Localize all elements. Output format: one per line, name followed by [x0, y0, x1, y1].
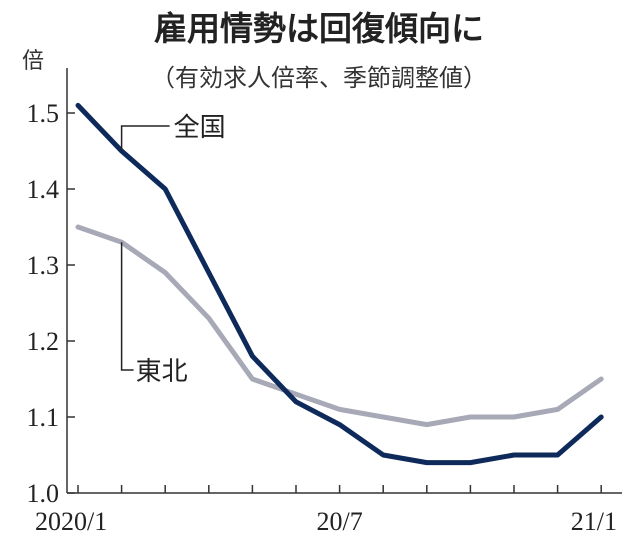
y-tick-label: 1.0: [27, 479, 60, 508]
x-tick-label: 21/1: [571, 507, 617, 536]
y-tick-label: 1.1: [27, 403, 60, 432]
y-axis-unit: 倍: [22, 49, 44, 74]
x-tick-label: 20/7: [316, 507, 362, 536]
y-tick-label: 1.4: [27, 175, 60, 204]
series-label-national: 全国: [174, 113, 226, 143]
series-label-tohoku: 東北: [136, 357, 188, 387]
series-lines: [75, 102, 604, 466]
y-ticks: 1.0 1.1 1.2 1.3 1.4 1.5: [27, 99, 75, 508]
chart-subtitle: （有効求人倍率、季節調整値）: [151, 64, 487, 92]
y-tick-label: 1.5: [27, 99, 60, 128]
series-label-leader: [120, 242, 134, 371]
x-ticks: 2020/1 20/7 21/1: [35, 485, 617, 536]
x-tick-label: 2020/1: [35, 507, 107, 536]
y-tick-label: 1.3: [27, 251, 60, 280]
series-line-national: [75, 102, 604, 466]
series-line-tohoku: [75, 224, 604, 428]
series-label-leader: [120, 125, 170, 151]
chart-title: 雇用情勢は回復傾向に: [154, 9, 484, 48]
y-tick-label: 1.2: [27, 327, 60, 356]
